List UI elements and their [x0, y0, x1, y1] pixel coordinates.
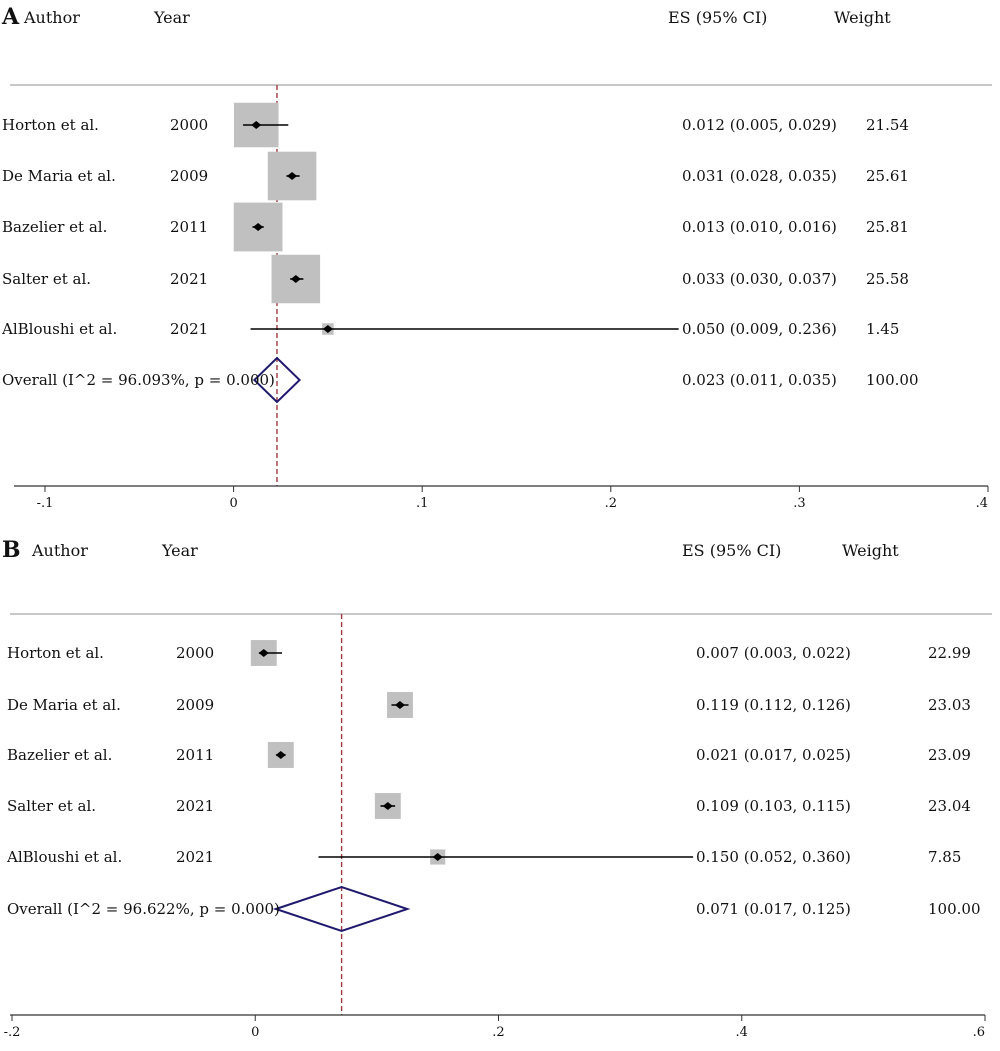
study-point-estimate [322, 325, 333, 333]
study-es-ci: 0.007 (0.003, 0.022) [696, 644, 851, 662]
study-es-ci: 0.109 (0.103, 0.115) [696, 797, 851, 815]
x-tick-label: 0 [229, 496, 237, 511]
study-author: Bazelier et al. [7, 746, 113, 764]
study-year: 2021 [176, 848, 215, 866]
overall-es-ci: 0.071 (0.017, 0.125) [696, 900, 851, 918]
study-point-estimate [275, 751, 286, 759]
study-point-estimate [258, 649, 269, 657]
study-author: AlBloushi et al. [7, 848, 123, 866]
overall-label: Overall (I^2 = 96.093%, p = 0.000) [2, 371, 275, 389]
header-weight: Weight [834, 8, 891, 27]
study-es-ci: 0.050 (0.009, 0.236) [682, 320, 837, 338]
header-year: Year [154, 8, 190, 27]
study-weight: 25.61 [866, 167, 909, 185]
x-tick-label: .2 [605, 496, 617, 511]
study-weight: 21.54 [866, 116, 909, 134]
study-point-estimate [290, 275, 301, 283]
x-tick-label: .4 [976, 496, 988, 511]
study-author: De Maria et al. [7, 696, 121, 714]
forest-plot-svg: -.2 0 .2 .4 .6 [4, 613, 992, 1040]
study-author: Bazelier et al. [2, 218, 108, 236]
study-weight: 25.58 [866, 270, 909, 288]
header-year: Year [162, 541, 198, 560]
overall-weight: 100.00 [866, 371, 919, 389]
study-weight: 1.45 [866, 320, 900, 338]
overall-weight: 100.00 [928, 900, 981, 918]
x-tick-label: .1 [416, 496, 428, 511]
forest-plot-svg: -.1 0 .1 .2 .3 .4 [10, 84, 992, 511]
overall-diamond [272, 885, 411, 933]
study-point-estimate [432, 853, 443, 861]
forest-plot-b: -.2 0 .2 .4 .6 Horton et al. 2000 0.007 (0.003,… [0, 525, 1000, 1051]
study-year: 2009 [170, 167, 209, 185]
study-year: 2011 [170, 218, 209, 236]
study-weight: 7.85 [928, 848, 962, 866]
study-weight: 22.99 [928, 644, 971, 662]
study-es-ci: 0.033 (0.030, 0.037) [682, 270, 837, 288]
study-point-estimate [253, 223, 264, 231]
study-point-estimate [287, 172, 298, 180]
header-es-ci: ES (95% CI) [682, 541, 782, 560]
study-year: 2021 [176, 797, 215, 815]
panel-letter: B [2, 537, 21, 563]
x-tick-label: .2 [492, 1025, 504, 1040]
study-es-ci: 0.119 (0.112, 0.126) [696, 696, 851, 714]
study-es-ci: 0.013 (0.010, 0.016) [682, 218, 837, 236]
study-author: AlBloushi et al. [2, 320, 118, 338]
forest-plot-a: -.1 0 .1 .2 .3 .4 Horton et al. 2000 0.012 (0.00… [0, 0, 1000, 525]
x-tick-label: -.1 [37, 496, 54, 511]
overall-diamond [252, 356, 302, 404]
header-author: Author [24, 8, 80, 27]
study-weight: 23.04 [928, 797, 971, 815]
panel-letter: A [2, 4, 20, 30]
x-tick-label: .3 [793, 496, 805, 511]
study-weight: 23.09 [928, 746, 971, 764]
study-author: Salter et al. [7, 797, 97, 815]
study-author: Horton et al. [7, 644, 104, 662]
study-author: De Maria et al. [2, 167, 116, 185]
study-year: 2000 [170, 116, 209, 134]
study-es-ci: 0.012 (0.005, 0.029) [682, 116, 837, 134]
study-weight: 23.03 [928, 696, 971, 714]
study-weight: 25.81 [866, 218, 909, 236]
study-es-ci: 0.021 (0.017, 0.025) [696, 746, 851, 764]
study-year: 2021 [170, 270, 209, 288]
study-point-estimate [394, 701, 405, 709]
header-author: Author [32, 541, 88, 560]
header-es-ci: ES (95% CI) [668, 8, 768, 27]
header-weight: Weight [842, 541, 899, 560]
study-point-estimate [251, 121, 262, 129]
study-es-ci: 0.150 (0.052, 0.360) [696, 848, 851, 866]
study-year: 2011 [176, 746, 215, 764]
study-point-estimate [382, 802, 393, 810]
x-tick-label: -.2 [4, 1025, 21, 1040]
x-tick-label: 0 [251, 1025, 259, 1040]
overall-label: Overall (I^2 = 96.622%, p = 0.000) [7, 900, 280, 918]
study-year: 2009 [176, 696, 215, 714]
study-year: 2000 [176, 644, 215, 662]
study-es-ci: 0.031 (0.028, 0.035) [682, 167, 837, 185]
study-author: Horton et al. [2, 116, 99, 134]
x-tick-label: .4 [736, 1025, 748, 1040]
x-tick-label: .6 [973, 1025, 985, 1040]
study-year: 2021 [170, 320, 209, 338]
study-author: Salter et al. [2, 270, 92, 288]
overall-es-ci: 0.023 (0.011, 0.035) [682, 371, 837, 389]
